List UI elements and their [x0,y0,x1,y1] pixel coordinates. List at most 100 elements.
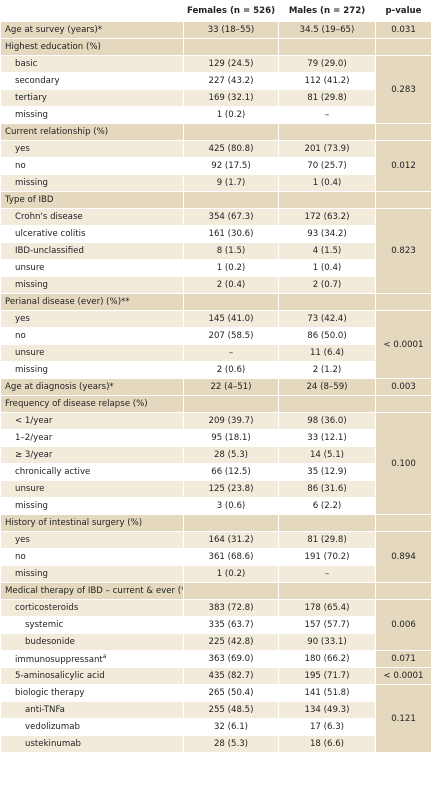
males-cell: 79 (29.0) [278,55,376,73]
label-text: chronically active [15,467,91,477]
item-row: chronically active 66 (12.5) 35 (12.9) [0,463,431,481]
males-cell: 6 (2.2) [278,497,376,515]
p-value-cell: 0.894 [375,531,431,583]
row-label: ulcerative colitis [0,225,184,243]
males-cell: 1 (0.4) [278,259,376,277]
females-cell [183,293,279,311]
row-label: Age at survey (years)* [0,21,184,39]
females-cell: 66 (12.5) [183,463,279,481]
label-text: unsure [15,263,45,273]
p-value-cell: 0.006 [375,599,431,651]
females-cell [183,395,279,413]
females-cell: 255 (48.5) [183,701,279,719]
item-row: yes 145 (41.0) 73 (42.4) < 0.0001 [0,310,431,379]
label-text: missing [15,110,49,120]
row-label: immunosuppressanta [0,650,184,668]
label-text: 1–2/year [15,433,53,443]
row-label: missing [0,497,184,515]
females-cell [183,514,279,532]
males-cell: 2 (1.2) [278,361,376,379]
item-row: missing 3 (0.6) 6 (2.2) [0,497,431,515]
item-row: ustekinumab 28 (5.3) 18 (6.6) [0,735,431,753]
row-label: vedolizumab [0,718,184,736]
item-row: corticosteroids 383 (72.8) 178 (65.4) 0.006 [0,599,431,651]
row-label: Age at diagnosis (years)* [0,378,184,396]
females-cell: 383 (72.8) [183,599,279,617]
males-cell: 18 (6.6) [278,735,376,753]
females-cell: 169 (32.1) [183,89,279,107]
row-label: unsure [0,259,184,277]
females-cell: 2 (0.6) [183,361,279,379]
row-label: Type of IBD [0,191,184,209]
label-text: tertiary [15,93,47,103]
row-label: yes [0,140,184,158]
p-value-cell: 0.012 [375,140,431,192]
females-cell: 225 (42.8) [183,633,279,651]
males-cell: 14 (5.1) [278,446,376,464]
males-cell: 2 (0.7) [278,276,376,294]
row-label: 5-aminosalicylic acid [0,667,184,685]
item-row: yes 164 (31.2) 81 (29.8) 0.894 [0,531,431,583]
females-cell: 363 (69.0) [183,650,279,668]
row-label: Current relationship (%) [0,123,184,141]
p-value-cell: 0.100 [375,412,431,515]
p-value-cell [375,293,431,311]
males-cell: 11 (6.4) [278,344,376,362]
header-cell [0,0,184,22]
females-cell: 209 (39.7) [183,412,279,430]
label-text: Highest education (%) [5,42,101,52]
row-label: History of intestinal surgery (%) [0,514,184,532]
females-cell: 8 (1.5) [183,242,279,260]
males-cell: 81 (29.8) [278,89,376,107]
label-text: unsure [15,484,45,494]
females-cell: 361 (68.6) [183,548,279,566]
males-cell: 90 (33.1) [278,633,376,651]
section-row: Age at survey (years)* 33 (18–55) 34.5 (19… [0,21,431,39]
females-cell: 435 (82.7) [183,667,279,685]
males-cell: 4 (1.5) [278,242,376,260]
males-cell: 34.5 (19–65) [278,21,376,39]
label-text: missing [15,501,49,511]
data-table: Females (n = 526) Males (n = 272) p-valu… [0,0,431,753]
females-cell [183,191,279,209]
row-label: missing [0,361,184,379]
header-row: Females (n = 526) Males (n = 272) p-valu… [0,0,431,22]
males-cell: 73 (42.4) [278,310,376,328]
row-label: ustekinumab [0,735,184,753]
females-cell: 425 (80.8) [183,140,279,158]
label-text: vedolizumab [25,722,80,732]
row-label: ≥ 3/year [0,446,184,464]
row-label: tertiary [0,89,184,107]
females-cell: 265 (50.4) [183,684,279,702]
females-cell: 125 (23.8) [183,480,279,498]
males-cell: 86 (50.0) [278,327,376,345]
label-text: ≥ 3/year [15,450,53,460]
section-row: Highest education (%) [0,38,431,56]
label-text: secondary [15,76,60,86]
section-row: Perianal disease (ever) (%)** [0,293,431,311]
females-cell: 161 (30.6) [183,225,279,243]
females-cell: – [183,344,279,362]
item-row: budesonide 225 (42.8) 90 (33.1) [0,633,431,651]
males-cell: 172 (63.2) [278,208,376,226]
row-label: systemic [0,616,184,634]
females-cell: 145 (41.0) [183,310,279,328]
label-text: Age at diagnosis (years)* [5,382,114,392]
males-cell [278,293,376,311]
row-label: missing [0,276,184,294]
females-cell: 3 (0.6) [183,497,279,515]
label-text: ustekinumab [25,739,81,749]
females-cell: 1 (0.2) [183,259,279,277]
row-label: no [0,548,184,566]
label-text: History of intestinal surgery (%) [5,518,143,528]
females-cell: 28 (5.3) [183,446,279,464]
males-cell [278,38,376,56]
label-text: Age at survey (years)* [5,25,103,35]
row-label: unsure [0,480,184,498]
males-cell: 180 (66.2) [278,650,376,668]
label-text: ulcerative colitis [15,229,86,239]
item-row: no 92 (17.5) 70 (25.7) [0,157,431,175]
males-cell: 24 (8–59) [278,378,376,396]
row-label: yes [0,310,184,328]
label-text: Frequency of disease relapse (%) [5,399,148,409]
